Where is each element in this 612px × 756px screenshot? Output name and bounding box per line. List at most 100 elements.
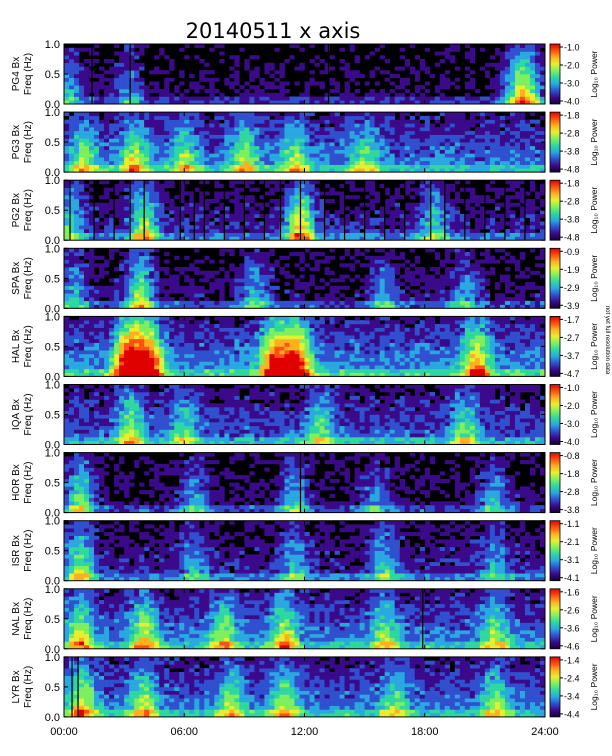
spectrogram-cell [419, 187, 426, 192]
spectrogram-cell [504, 282, 511, 287]
spectrogram-cell [84, 164, 90, 169]
spectrogram-cell [529, 228, 536, 233]
spectrogram-cell [64, 320, 70, 325]
spectrogram-cell [404, 285, 411, 290]
spectrogram-cell [394, 191, 400, 196]
spectrogram-cell [479, 232, 486, 237]
spectrogram-cell [189, 164, 195, 169]
spectrogram-cell [434, 195, 441, 200]
spectrogram-cell [129, 293, 135, 298]
spectrogram-cell [254, 228, 260, 233]
spectrogram-cell [459, 255, 466, 260]
spectrogram-cell [494, 153, 501, 158]
spectrogram-cell [219, 278, 225, 283]
spectrogram-cell [154, 134, 160, 139]
chart-title: 20140511 x axis [186, 19, 361, 43]
spectrogram-cell [354, 70, 360, 75]
spectrogram-cell [149, 183, 155, 188]
spectrogram-cell [419, 66, 426, 71]
spectrogram-cell [469, 236, 476, 241]
spectrogram-cell [534, 270, 541, 275]
spectrogram-cell [149, 285, 155, 290]
spectrogram-cell [229, 282, 235, 287]
spectrogram-cell [514, 259, 521, 264]
spectrogram-cell [234, 119, 240, 124]
spectrogram-cell [464, 297, 471, 302]
spectrogram-cell [274, 202, 280, 207]
spectrogram-cell [174, 112, 180, 117]
spectrogram-cell [139, 130, 145, 135]
spectrogram-cell [264, 168, 270, 173]
spectrogram-cell [69, 85, 75, 90]
spectrogram-cell [489, 270, 496, 275]
spectrogram-cell [214, 210, 220, 215]
spectrogram-cell [229, 228, 235, 233]
spectrogram-cell [159, 210, 165, 215]
spectrogram-cell [159, 89, 165, 94]
spectrogram-cell [134, 282, 140, 287]
spectrogram-cell [124, 304, 130, 309]
spectrogram-cell [399, 153, 406, 158]
spectrogram-cell [89, 206, 95, 211]
spectrogram-cell [419, 59, 426, 64]
spectrogram-cell [79, 282, 85, 287]
spectrogram-cell [479, 252, 486, 257]
spectrogram-cell [459, 142, 466, 147]
spectrogram-cell [489, 100, 496, 105]
spectrogram-cell [229, 263, 235, 268]
spectrogram-cell [199, 300, 205, 305]
spectrogram-cell [224, 157, 230, 162]
spectrogram-cell [269, 289, 275, 294]
spectrogram-cell [79, 350, 85, 355]
spectrogram-cell [464, 168, 471, 173]
spectrogram-cell [259, 285, 265, 290]
spectrogram-cell [134, 365, 140, 370]
spectrogram-cell [279, 225, 285, 230]
spectrogram-cell [474, 263, 481, 268]
spectrogram-cell [289, 96, 295, 101]
spectrogram-cell [354, 289, 360, 294]
spectrogram-cell [294, 100, 300, 105]
spectrogram-cell [64, 282, 70, 287]
spectrogram-cell [239, 210, 245, 215]
spectrogram-cell [509, 164, 516, 169]
spectrogram-cell [519, 274, 526, 279]
spectrogram-cell [389, 285, 395, 290]
spectrogram-cell [424, 134, 431, 139]
spectrogram-cell [419, 160, 426, 165]
spectrogram-cell [379, 44, 385, 49]
spectrogram-cell [524, 47, 531, 52]
spectrogram-cell [119, 289, 125, 294]
spectrogram-cell [464, 270, 471, 275]
spectrogram-cell [289, 236, 295, 241]
spectrogram-cell [409, 195, 416, 200]
spectrogram-cell [414, 149, 421, 154]
spectrogram-cell [84, 206, 90, 211]
spectrogram-cell [264, 228, 270, 233]
spectrogram-cell [99, 130, 105, 135]
spectrogram-cell [469, 228, 476, 233]
spectrogram-cell [214, 138, 220, 143]
spectrogram-cell [209, 304, 215, 309]
spectrogram-cell [314, 96, 320, 101]
spectrogram-cell [289, 127, 295, 132]
spectrogram-cell [484, 304, 491, 309]
spectrogram-cell [504, 221, 511, 226]
spectrogram-cell [79, 297, 85, 302]
spectrogram-cell [114, 232, 120, 237]
spectrogram-cell [159, 221, 165, 226]
spectrogram-cell [504, 51, 511, 56]
spectrogram-cell [134, 353, 140, 358]
spectrogram-cell [474, 157, 481, 162]
spectrogram-cell [494, 119, 501, 124]
spectrogram-cell [109, 316, 115, 321]
spectrogram-cell [129, 323, 135, 328]
spectrogram-cell [104, 127, 110, 132]
spectrogram-cell [414, 278, 421, 283]
spectrogram-cell [279, 153, 285, 158]
spectrogram-cell [74, 81, 80, 86]
spectrogram-cell [404, 62, 411, 67]
spectrogram-cell [439, 59, 446, 64]
spectrogram-cell [389, 267, 395, 272]
spectrogram-cell [79, 112, 85, 117]
